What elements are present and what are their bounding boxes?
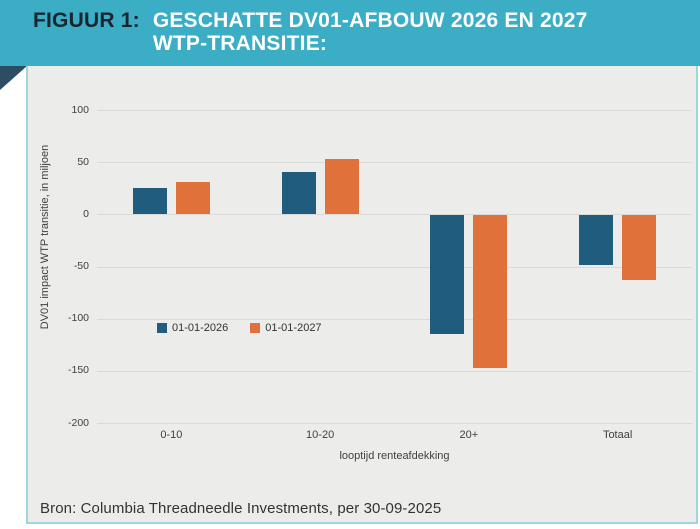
x-tick-label: 20+	[459, 429, 479, 441]
bar-01-01-2026-Totaal	[579, 215, 614, 266]
y-tick-label: 50	[77, 155, 89, 168]
bar-01-01-2027-Totaal	[622, 215, 657, 280]
y-tick-label: -100	[67, 312, 89, 325]
gridline	[97, 162, 692, 164]
chart-legend: 01-01-2026 01-01-2027	[157, 322, 322, 334]
legend-swatch-icon	[157, 323, 167, 333]
bar-01-01-2027-20+	[473, 215, 508, 368]
legend-label: 01-01-2027	[265, 322, 322, 334]
figure-title: GESCHATTE DV01-AFBOUW 2026 EN 2027 WTP-T…	[153, 9, 588, 55]
y-tick-label: -50	[73, 260, 89, 272]
bar-01-01-2026-0-10	[132, 188, 167, 215]
gridline	[97, 266, 692, 268]
gridline	[97, 423, 692, 424]
gridline	[97, 110, 692, 111]
x-tick-label: Totaal	[602, 429, 633, 441]
legend-item-01-01-2026: 01-01-2026	[157, 322, 228, 334]
y-tick-label: -200	[67, 416, 89, 429]
plot-area: 01-01-2026 01-01-2027 100 50 0 -50 -100 -150 -2…	[68, 104, 692, 429]
bar-01-01-2026-10-20	[281, 171, 316, 215]
y-tick-label: 100	[71, 103, 89, 116]
gridline	[97, 318, 692, 320]
gridline	[97, 370, 692, 372]
chart-panel: DV01 impact WTP transitie, in miljoen 01…	[26, 66, 698, 524]
x-tick-label: 0-10	[160, 429, 183, 441]
legend-item-01-01-2027: 01-01-2027	[250, 322, 322, 334]
bar-01-01-2026-20+	[430, 215, 465, 335]
figure-title-line1: GESCHATTE DV01-AFBOUW 2026 EN 2027	[152, 9, 588, 32]
y-tick-label: -150	[67, 364, 89, 377]
corner-fold-icon	[0, 66, 27, 90]
gridline	[97, 214, 692, 216]
legend-swatch-icon	[250, 323, 261, 333]
source-attribution: Bron: Columbia Threadneedle Investments,…	[40, 500, 442, 517]
x-axis-tick-labels: 0-10 10-20 20+ Totaal	[97, 429, 692, 441]
figure-number-label: FIGUUR 1:	[33, 9, 140, 32]
x-axis-title: looptijd renteafdekking	[339, 450, 450, 462]
x-tick-label: 10-20	[306, 429, 335, 441]
y-tick-label: 0	[83, 207, 89, 220]
y-axis-title: DV01 impact WTP transitie, in miljoen	[39, 144, 51, 330]
figure-title-line2: WTP-TRANSITIE:	[152, 32, 328, 55]
legend-label: 01-01-2026	[172, 322, 229, 334]
figure-header: FIGUUR 1: GESCHATTE DV01-AFBOUW 2026 EN …	[0, 0, 700, 66]
bar-01-01-2027-10-20	[324, 159, 359, 215]
bar-01-01-2027-0-10	[175, 182, 210, 215]
